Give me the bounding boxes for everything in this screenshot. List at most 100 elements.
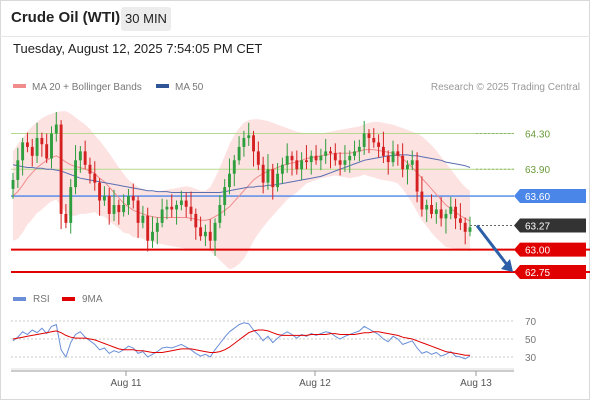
candle-body bbox=[396, 151, 400, 156]
price-panel: 64.30 63.90 63.60 63.27 63.00 62.75 bbox=[11, 111, 590, 279]
candle-body bbox=[300, 160, 304, 170]
candle-body bbox=[25, 142, 29, 147]
level-tag-63-27 bbox=[514, 218, 586, 233]
rsi-ma-line bbox=[12, 329, 470, 356]
rsi-panel: 70 50 30 bbox=[11, 317, 537, 370]
candle-body bbox=[21, 142, 25, 161]
candle-body bbox=[54, 124, 58, 134]
candle-body bbox=[45, 144, 49, 159]
candle-body bbox=[93, 173, 97, 183]
candle-body bbox=[141, 215, 145, 223]
candle-body bbox=[232, 160, 236, 174]
instrument-title: Crude Oil (WTI) bbox=[11, 9, 121, 26]
candle-body bbox=[194, 213, 198, 228]
candle-body bbox=[237, 146, 241, 161]
rsi-tick-30: 30 bbox=[525, 353, 537, 364]
candle-body bbox=[11, 179, 15, 189]
candle-body bbox=[228, 173, 231, 188]
candle-body bbox=[425, 204, 429, 210]
rsi-legend: RSI 9MA bbox=[13, 294, 103, 305]
rsi-tick-50: 50 bbox=[525, 335, 537, 346]
level-label-62-75: 62.75 bbox=[525, 268, 550, 279]
candle-body bbox=[410, 160, 414, 165]
x-tick-label: Aug 11 bbox=[111, 378, 142, 389]
candle-body bbox=[333, 153, 337, 161]
candle-body bbox=[160, 209, 164, 223]
level-label-63-60: 63.60 bbox=[525, 192, 550, 203]
candle-body bbox=[208, 231, 212, 241]
candle-body bbox=[295, 160, 299, 170]
candle-body bbox=[64, 213, 68, 223]
candle-body bbox=[367, 133, 371, 138]
candle-body bbox=[309, 155, 313, 163]
candle-body bbox=[372, 137, 376, 143]
rsi-ma-legend-label: 9MA bbox=[82, 294, 103, 305]
candle-body bbox=[199, 227, 203, 237]
bollinger-band bbox=[13, 111, 470, 270]
candle-body bbox=[151, 231, 154, 241]
candle-body bbox=[252, 135, 255, 152]
candle-body bbox=[458, 218, 462, 223]
ma50-legend-label: MA 50 bbox=[175, 82, 204, 93]
candle-body bbox=[319, 155, 323, 161]
candle-body bbox=[401, 155, 405, 170]
level-label-63-27: 63.27 bbox=[525, 222, 550, 233]
candle-body bbox=[290, 155, 294, 161]
candle-body bbox=[203, 231, 207, 237]
candle-body bbox=[449, 206, 453, 214]
candle-body bbox=[112, 204, 116, 214]
candle-body bbox=[175, 204, 179, 210]
candle-body bbox=[223, 187, 227, 205]
level-label-64-30: 64.30 bbox=[525, 130, 550, 141]
candle-body bbox=[189, 206, 193, 214]
candle-body bbox=[179, 200, 183, 205]
candle-body bbox=[415, 160, 419, 192]
candle-body bbox=[59, 124, 63, 214]
candle-body bbox=[430, 204, 433, 214]
candle-body bbox=[218, 204, 222, 223]
rsi-legend-label: RSI bbox=[33, 294, 50, 305]
interval-button[interactable]: 30 MIN bbox=[121, 7, 171, 31]
x-tick-label: Aug 12 bbox=[299, 378, 331, 389]
candle-body bbox=[434, 209, 438, 214]
rsi-tick-70: 70 bbox=[525, 317, 537, 328]
chart-header: Crude Oil (WTI) 30 MIN bbox=[0, 0, 590, 37]
candle-body bbox=[271, 169, 275, 188]
rsi-ma-legend-swatch bbox=[62, 297, 75, 301]
ma50-legend-swatch bbox=[156, 84, 169, 88]
ma20-legend-label: MA 20 + Bollinger Bands bbox=[32, 82, 142, 93]
chart-timestamp: Tuesday, August 12, 2025 7:54:05 PM CET bbox=[13, 41, 263, 56]
candle-body bbox=[35, 137, 39, 156]
candle-body bbox=[78, 151, 82, 161]
candle-body bbox=[131, 196, 135, 201]
x-tick-label: Aug 13 bbox=[460, 378, 492, 389]
candle-body bbox=[242, 137, 246, 147]
rsi-line bbox=[12, 322, 471, 360]
candle-body bbox=[338, 160, 342, 165]
candle-body bbox=[146, 215, 150, 241]
candle-body bbox=[127, 196, 130, 205]
candle-body bbox=[155, 222, 159, 232]
candle-body bbox=[420, 191, 424, 210]
candle-body bbox=[386, 155, 390, 163]
candle-body bbox=[276, 173, 280, 188]
candle-body bbox=[343, 160, 347, 165]
candle-body bbox=[468, 227, 472, 232]
candle-body bbox=[348, 155, 352, 161]
rsi-legend-swatch bbox=[13, 297, 26, 301]
candle-body bbox=[107, 196, 111, 214]
candle-body bbox=[117, 204, 121, 213]
candle-body bbox=[98, 182, 102, 201]
candle-body bbox=[261, 164, 265, 183]
candle-body bbox=[314, 155, 318, 161]
candle-body bbox=[83, 151, 87, 165]
candle-body bbox=[88, 164, 92, 174]
candle-body bbox=[406, 164, 409, 170]
candle-body bbox=[74, 160, 77, 188]
candle-body bbox=[165, 206, 169, 210]
candle-body bbox=[463, 222, 467, 232]
candle-body bbox=[256, 151, 260, 165]
candle-body bbox=[304, 160, 308, 163]
candle-body bbox=[362, 133, 366, 147]
